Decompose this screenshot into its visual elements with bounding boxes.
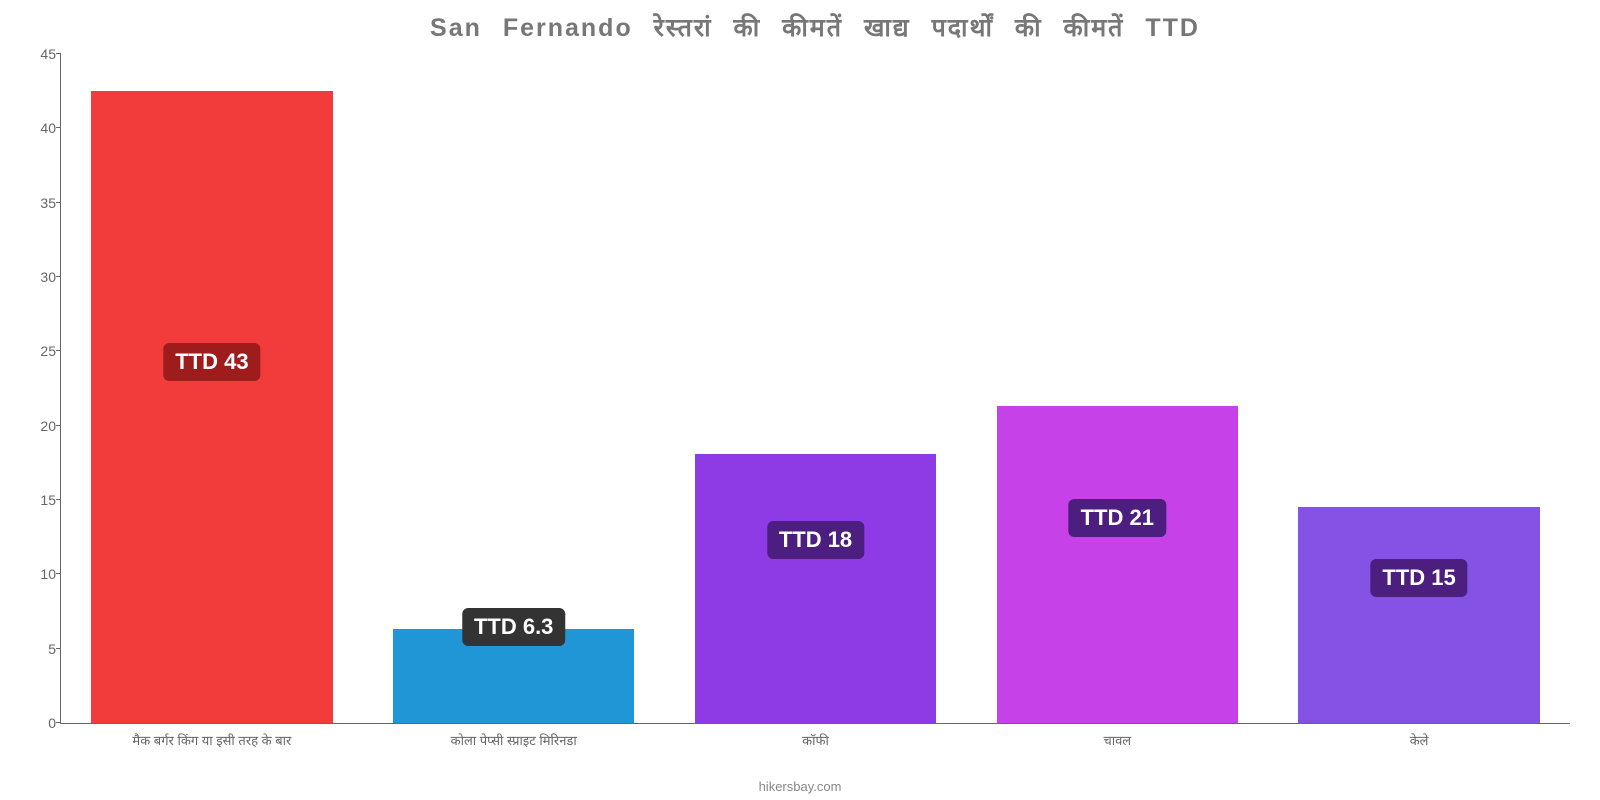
chart-container: San Fernando रेस्तरां की कीमतें खाद्य पद… [0,0,1600,800]
chart-title: San Fernando रेस्तरां की कीमतें खाद्य पद… [60,10,1570,44]
x-category-label: केले [1410,731,1429,749]
bar [695,454,936,723]
y-tick-mark [56,499,61,500]
y-tick-label: 0 [16,715,56,731]
bar-value-label: TTD 43 [163,343,260,381]
x-category-label: कॉफी [802,731,829,749]
bar [91,91,332,723]
y-tick-mark [56,53,61,54]
y-tick-mark [56,722,61,723]
y-tick-label: 40 [16,120,56,136]
y-tick-mark [56,648,61,649]
y-tick-mark [56,127,61,128]
y-tick-label: 15 [16,492,56,508]
y-tick-label: 25 [16,343,56,359]
y-tick-label: 30 [16,269,56,285]
bar-value-label: TTD 21 [1069,499,1166,537]
chart-footer: hikersbay.com [759,779,842,794]
y-tick-label: 5 [16,641,56,657]
bar-value-label: TTD 18 [767,521,864,559]
y-tick-label: 35 [16,195,56,211]
y-tick-label: 20 [16,418,56,434]
y-tick-mark [56,425,61,426]
y-tick-label: 45 [16,46,56,62]
y-tick-label: 10 [16,566,56,582]
x-category-label: चावल [1103,731,1131,749]
bar-value-label: TTD 6.3 [462,608,565,646]
bar-value-label: TTD 15 [1370,559,1467,597]
y-tick-mark [56,276,61,277]
x-category-label: कोला पेप्सी स्प्राइट मिरिनडा [451,731,577,749]
y-tick-mark [56,202,61,203]
plot-area: 051015202530354045TTD 43मैक बर्गर किंग य… [60,54,1570,724]
y-tick-mark [56,573,61,574]
y-tick-mark [56,350,61,351]
bar [997,406,1238,723]
bar [1298,507,1539,723]
x-category-label: मैक बर्गर किंग या इसी तरह के बार [132,731,291,749]
